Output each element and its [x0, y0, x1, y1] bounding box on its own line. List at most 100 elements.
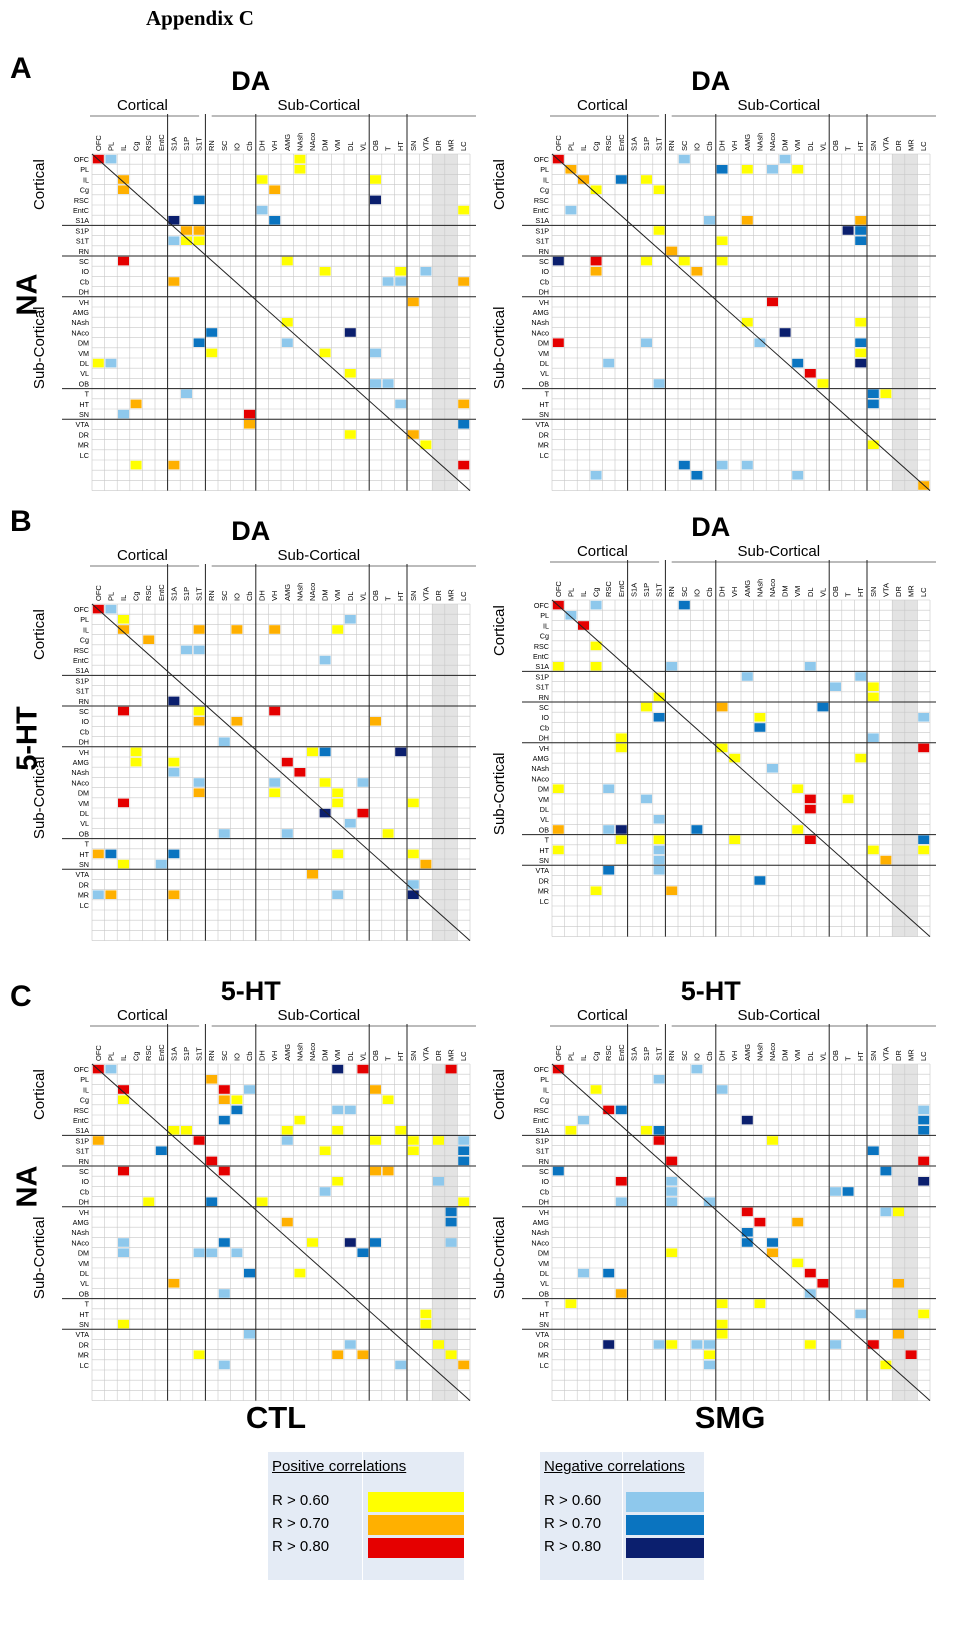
- column-region-label: S1A: [169, 137, 178, 151]
- row-region-label: DR: [79, 1340, 89, 1349]
- correlation-cell: [206, 328, 218, 337]
- column-region-label: OFC: [94, 135, 103, 151]
- column-region-label: T: [384, 1056, 393, 1061]
- row-region-label: VL: [540, 815, 549, 824]
- row-region-label: DH: [539, 288, 549, 297]
- column-region-label: Cb: [705, 141, 714, 151]
- correlation-cell: [867, 692, 879, 702]
- correlation-cell: [218, 1360, 230, 1370]
- correlation-cell: [552, 338, 564, 347]
- column-region-label: NAco: [308, 583, 317, 601]
- correlation-cell: [357, 1248, 369, 1257]
- column-label-ctl: CTL: [245, 1400, 307, 1435]
- column-region-label: S1P: [182, 1047, 191, 1061]
- row-region-label: AMG: [73, 758, 90, 767]
- correlation-cell: [319, 348, 331, 358]
- row-region-label: IO: [81, 1177, 89, 1186]
- row-region-label: LC: [540, 897, 549, 906]
- correlation-cell: [590, 256, 602, 266]
- row-region-label: HT: [79, 400, 89, 409]
- column-region-label: S1T: [195, 587, 204, 601]
- correlation-cell: [92, 358, 104, 368]
- correlation-cell: [603, 358, 615, 368]
- column-region-label: S1P: [182, 587, 191, 601]
- correlation-cell: [704, 1350, 715, 1359]
- correlation-cell: [855, 348, 867, 358]
- column-region-label: RSC: [604, 1045, 613, 1061]
- row-region-label: IL: [543, 621, 549, 630]
- correlation-cell: [193, 195, 205, 205]
- column-region-label: VM: [333, 140, 342, 151]
- column-region-label: RSC: [144, 135, 153, 151]
- correlation-cell: [578, 1268, 589, 1278]
- shaded-column: [904, 154, 918, 491]
- correlation-cell: [294, 768, 306, 777]
- correlation-cell: [918, 845, 930, 855]
- correlation-cell: [458, 1136, 470, 1145]
- row-region-label: RSC: [534, 196, 549, 205]
- column-region-label: MR: [447, 1049, 456, 1061]
- correlation-cell: [332, 798, 344, 808]
- row-region-label: HT: [79, 1310, 89, 1319]
- column-region-label: DM: [781, 585, 790, 597]
- correlation-cell: [307, 1238, 318, 1247]
- column-region-label: DH: [718, 1050, 727, 1061]
- column-region-label: VL: [818, 142, 827, 151]
- row-region-label: HT: [539, 400, 549, 409]
- correlation-cell: [552, 662, 564, 671]
- correlation-cell: [395, 399, 407, 409]
- column-region-label: DR: [894, 140, 903, 151]
- correlation-cell: [332, 1064, 344, 1074]
- row-region-label: Cb: [80, 1187, 89, 1196]
- correlation-cell: [319, 808, 331, 818]
- correlation-cell: [918, 1105, 930, 1115]
- correlation-cell: [193, 706, 205, 716]
- row-region-label: S1A: [75, 1126, 89, 1135]
- column-region-label: NAsh: [295, 133, 304, 151]
- correlation-cell: [218, 1095, 230, 1104]
- row-region-label: SC: [79, 707, 89, 716]
- side-label-cortical: Cortical: [31, 1069, 48, 1120]
- row-region-label: NAco: [71, 778, 89, 787]
- correlation-cell: [370, 1085, 381, 1094]
- column-region-label: LC: [919, 1051, 928, 1061]
- correlation-cell: [792, 165, 804, 174]
- correlation-cell: [603, 1340, 615, 1349]
- correlation-cell: [458, 1146, 470, 1155]
- legend-pos-label-1: R > 0.60: [272, 1492, 330, 1509]
- correlation-cell: [691, 267, 703, 276]
- correlation-cell: [716, 1299, 728, 1308]
- column-region-label: VM: [793, 1050, 802, 1061]
- row-region-label: HT: [539, 846, 549, 855]
- correlation-cell: [590, 662, 602, 671]
- correlation-cell: [716, 1319, 728, 1329]
- correlation-cell: [565, 1126, 577, 1135]
- group-label-cortical: Cortical: [117, 97, 168, 114]
- row-region-label: Cb: [80, 277, 89, 286]
- correlation-cell: [678, 600, 690, 610]
- column-region-label: SC: [680, 586, 689, 597]
- correlation-cell: [269, 216, 281, 225]
- row-region-label: OB: [79, 1289, 90, 1298]
- column-region-label: IL: [579, 591, 588, 597]
- row-region-label: Cg: [80, 186, 89, 195]
- correlation-cell: [678, 154, 690, 164]
- correlation-cell: [395, 277, 407, 286]
- correlation-cell: [603, 1105, 615, 1115]
- row-region-label: VM: [538, 349, 549, 358]
- correlation-cell: [118, 1166, 129, 1176]
- column-region-label: RN: [207, 1050, 216, 1061]
- correlation-cell: [653, 1136, 665, 1145]
- row-region-label: S1A: [535, 662, 549, 671]
- panel-title: DA: [231, 66, 270, 96]
- row-region-label: RSC: [74, 1106, 89, 1115]
- correlation-cell: [590, 185, 602, 194]
- column-region-label: NAsh: [755, 133, 764, 151]
- row-region-label: DH: [79, 1198, 89, 1207]
- correlation-cell: [244, 1330, 255, 1339]
- correlation-cell: [855, 338, 867, 347]
- column-region-label: OFC: [94, 585, 103, 601]
- correlation-cell: [168, 757, 180, 767]
- correlation-cell: [918, 1115, 930, 1125]
- correlation-cell: [552, 1166, 564, 1176]
